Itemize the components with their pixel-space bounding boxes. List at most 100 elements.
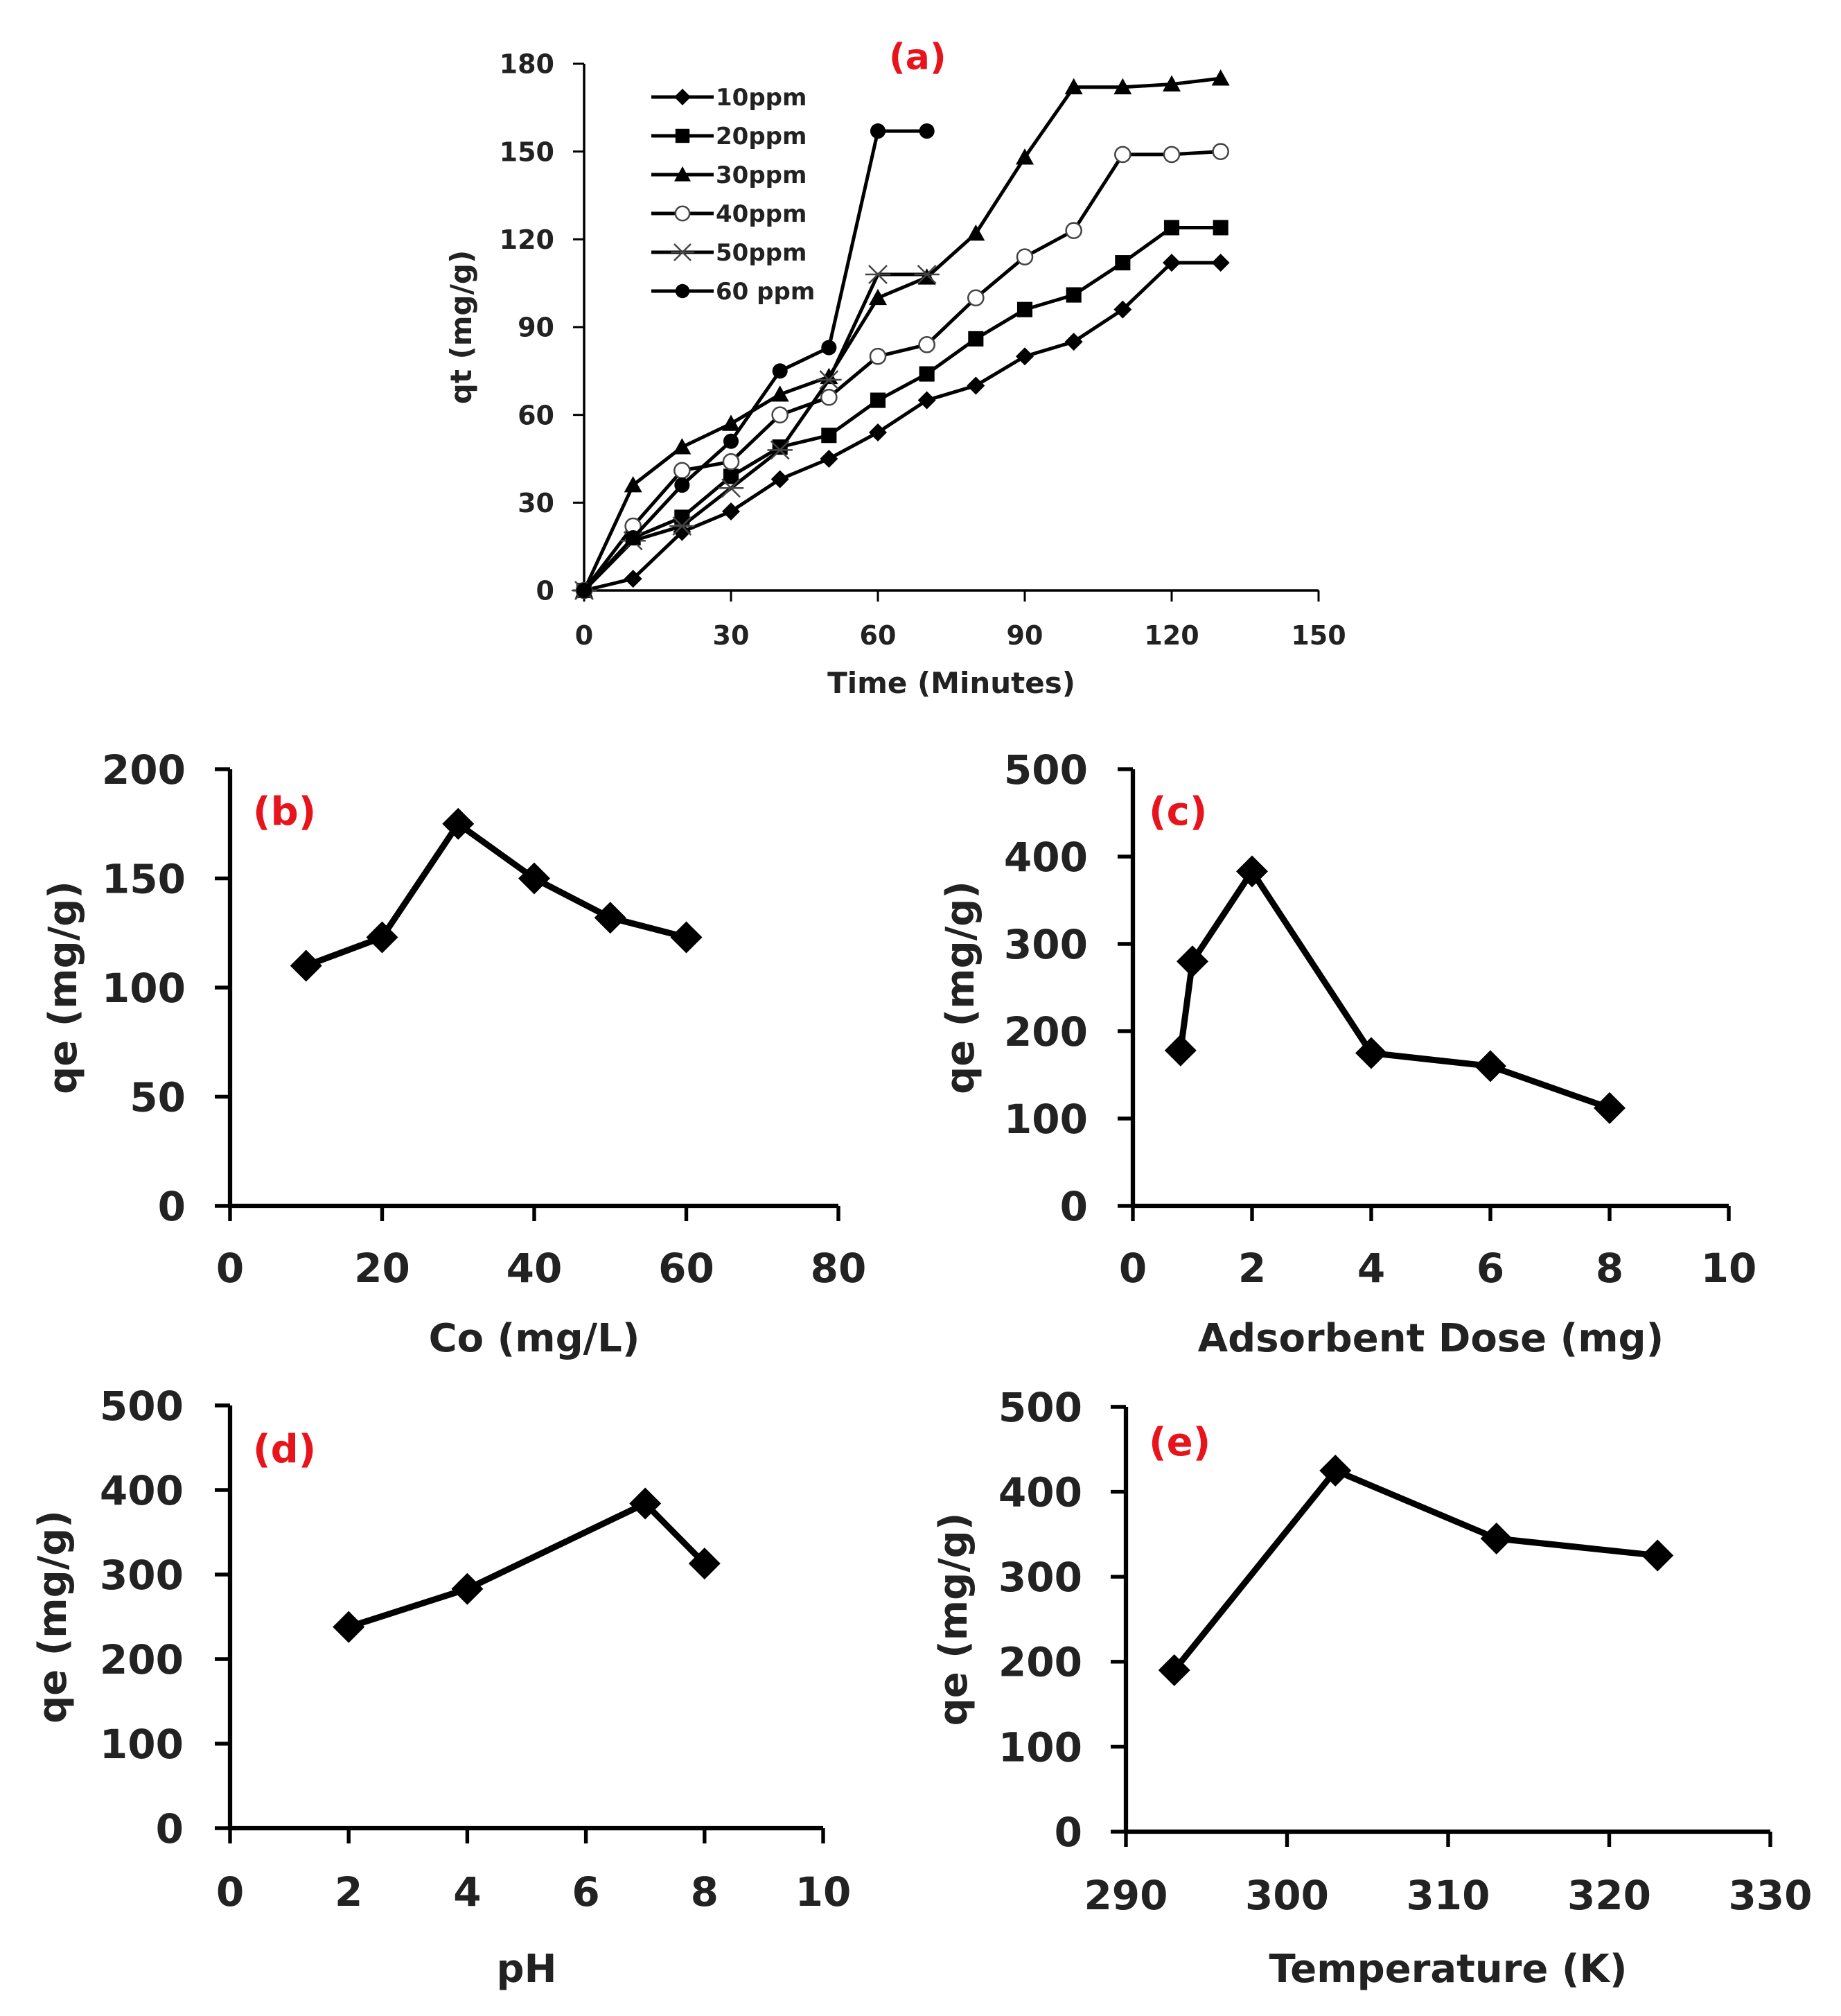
data-point: [1115, 255, 1131, 271]
y-tick-label: 100: [102, 965, 186, 1012]
x-tick-label: 60: [860, 620, 897, 651]
data-point: [919, 123, 935, 139]
data-point: [1163, 220, 1180, 236]
data-point: [673, 462, 691, 480]
x-tick-label: 120: [1144, 620, 1199, 651]
series-line: [582, 76, 1221, 592]
y-tick-label: 200: [1004, 1008, 1088, 1055]
data-point: [1064, 78, 1083, 95]
y-axis-title: qe (mg/g): [41, 881, 86, 1094]
data-point: [821, 428, 837, 444]
data-point: [722, 502, 740, 520]
data-point: [917, 268, 936, 285]
data-point: [723, 433, 739, 449]
data-point: [1065, 222, 1082, 239]
x-tick-label: 310: [1406, 1872, 1490, 1919]
x-tick-label: 150: [1291, 620, 1346, 651]
x-tick-label: 20: [354, 1245, 410, 1292]
data-point: [821, 340, 837, 356]
x-tick-label: 30: [713, 620, 750, 651]
data-point: [333, 1611, 365, 1643]
data-point: [451, 1572, 484, 1605]
y-tick-label: 300: [998, 1554, 1082, 1601]
data-point: [1163, 254, 1181, 272]
data-point: [594, 902, 626, 934]
legend-label: 60 ppm: [716, 278, 815, 306]
data-point: [1480, 1523, 1513, 1555]
x-tick-label: 6: [572, 1868, 599, 1916]
data-point: [1355, 1037, 1387, 1069]
data-point: [624, 476, 642, 493]
legend-marker: [674, 205, 691, 222]
data-point: [865, 265, 891, 284]
panel-label: (b): [253, 789, 316, 834]
series-0: [575, 254, 1230, 599]
data-point: [870, 123, 886, 139]
y-tick-label: 100: [1004, 1096, 1088, 1143]
series-line: [583, 272, 927, 592]
y-tick-label: 500: [1004, 746, 1088, 794]
y-tick-label: 400: [100, 1467, 184, 1514]
data-point: [919, 366, 935, 382]
data-point: [770, 385, 789, 402]
x-tick-label: 8: [1596, 1245, 1623, 1292]
y-tick-label: 200: [998, 1639, 1082, 1686]
series-line: [305, 821, 687, 969]
y-tick-label: 90: [518, 313, 554, 343]
legend-marker: [671, 243, 694, 261]
x-tick-label: 90: [1007, 620, 1043, 651]
series-4: [571, 265, 940, 600]
data-point: [967, 376, 985, 395]
data-point: [1163, 146, 1181, 164]
data-point: [1113, 78, 1132, 95]
data-point: [1641, 1539, 1674, 1572]
legend: 10ppm 20ppm 30ppm 40ppm 50ppm 60 ppm: [651, 84, 815, 306]
data-point: [1064, 333, 1083, 351]
legend-label: 10ppm: [716, 84, 807, 112]
data-point: [869, 288, 887, 306]
data-point: [1594, 1092, 1626, 1124]
y-tick-label: 400: [1004, 834, 1088, 881]
y-tick-label: 500: [998, 1384, 1082, 1431]
data-point: [771, 406, 789, 423]
data-point: [1016, 301, 1033, 317]
y-tick-label: 50: [130, 1073, 186, 1121]
data-point: [816, 370, 842, 389]
x-tick-label: 10: [795, 1868, 852, 1916]
x-axis-title: pH: [497, 1947, 557, 1992]
x-tick-label: 0: [216, 1868, 244, 1916]
y-tick-label: 30: [518, 488, 554, 518]
data-point: [718, 478, 744, 498]
series-0: [1158, 1454, 1674, 1687]
data-point: [1212, 143, 1229, 160]
data-point: [917, 391, 936, 410]
data-point: [967, 224, 985, 241]
data-point: [629, 1487, 662, 1520]
data-point: [918, 336, 935, 353]
x-tick-label: 0: [1119, 1245, 1147, 1292]
data-point: [1163, 75, 1181, 91]
data-point: [1164, 1034, 1197, 1067]
x-tick-label: 290: [1084, 1872, 1168, 1919]
x-tick-label: 320: [1567, 1872, 1651, 1919]
data-point: [1474, 1050, 1506, 1082]
y-tick-label: 400: [998, 1469, 1082, 1516]
data-point: [1319, 1454, 1352, 1487]
series-line: [1177, 868, 1611, 1112]
panel-label: (a): [889, 37, 946, 78]
legend-marker: [674, 89, 691, 105]
series-0: [290, 807, 703, 982]
y-tick-label: 300: [1004, 921, 1088, 968]
data-point: [1016, 248, 1034, 265]
x-tick-label: 4: [453, 1868, 481, 1916]
data-point: [1066, 287, 1082, 303]
chart-panel-1: 0 50 100 150 200 0 20 40 60 80 Co (mg/L) qe (mg/g) (…: [41, 746, 866, 1361]
chart-panel-4: 0 100 200 300 400 500 290 300 310 320 330 Temperatu…: [931, 1384, 1813, 1992]
data-point: [1211, 69, 1230, 86]
series-1: [576, 220, 1228, 599]
data-point: [518, 862, 550, 895]
x-axis-title: Time (Minutes): [827, 666, 1075, 700]
x-tick-label: 6: [1477, 1245, 1504, 1292]
y-tick-label: 200: [102, 746, 186, 794]
